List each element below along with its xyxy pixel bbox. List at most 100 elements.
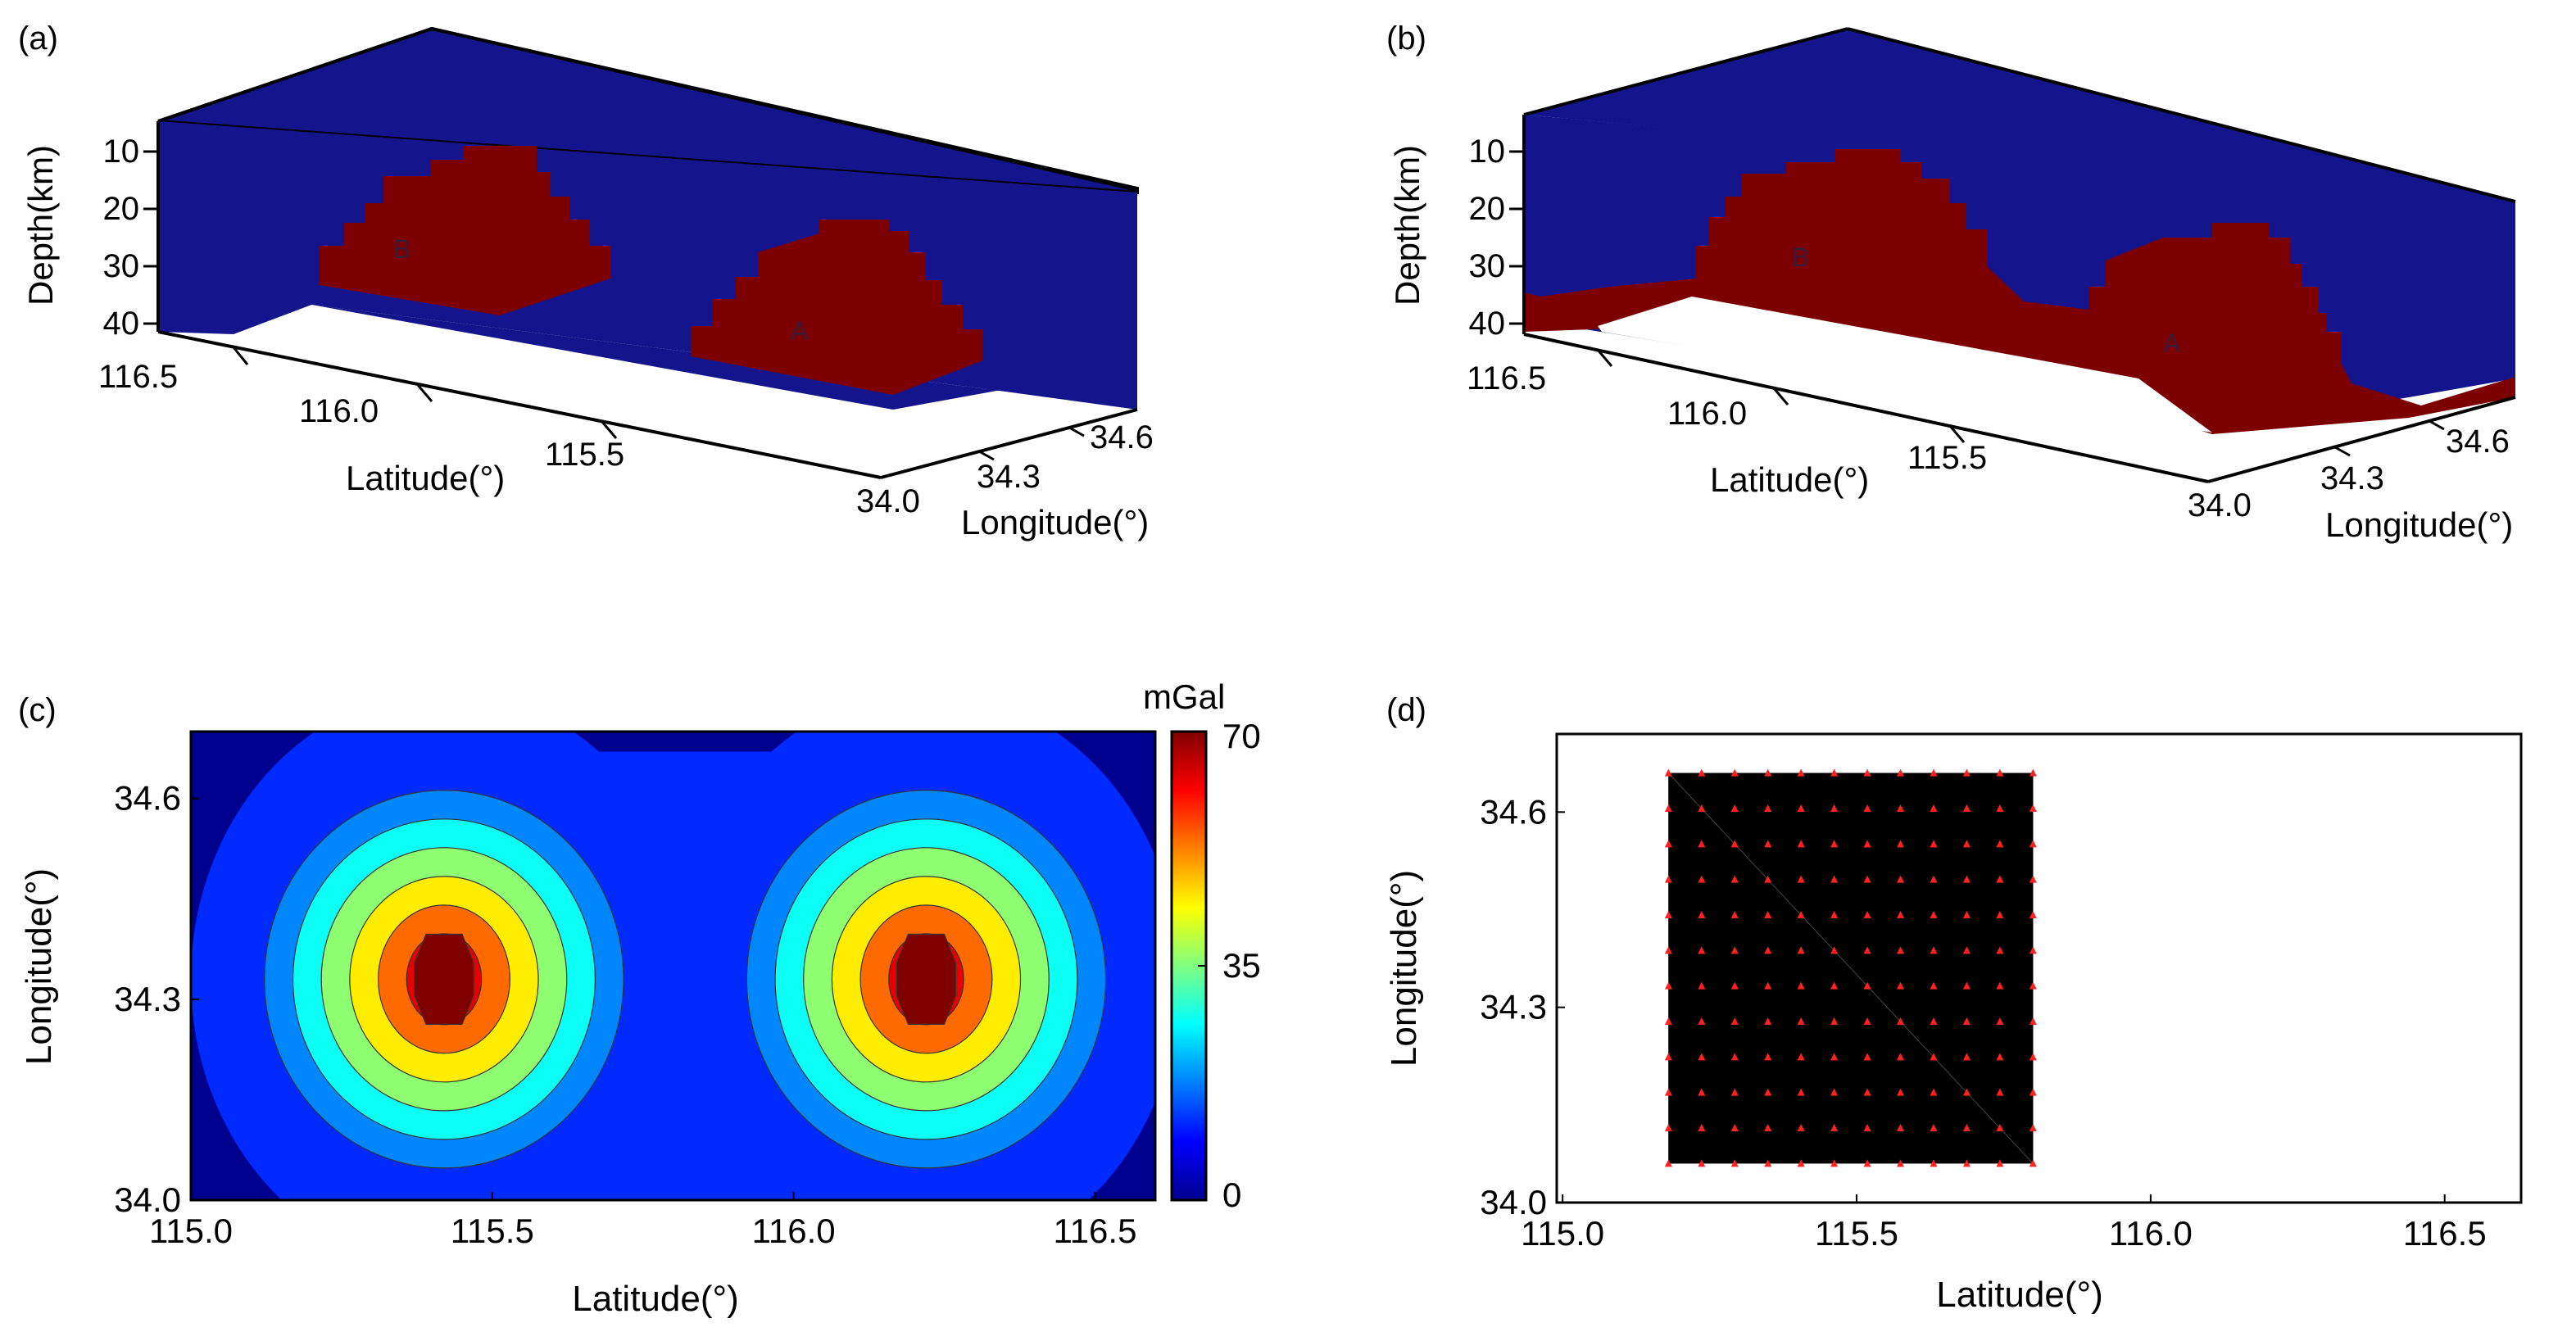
panel-d-station	[1897, 840, 1905, 848]
panel-b-top-edge	[1523, 27, 1848, 116]
panel-d-station	[1897, 1017, 1905, 1025]
panel-d-station	[1764, 804, 1772, 812]
panel-d-station	[2029, 1159, 2037, 1167]
panel-d-station	[1797, 1124, 1805, 1131]
panel-b-depth-tick-10: 10	[1469, 134, 1506, 170]
panel-a-lat-tick-1165	[232, 347, 249, 365]
panel-d-station	[1664, 911, 1672, 918]
panel-d-station	[1830, 981, 1839, 990]
panel-d-station	[1897, 804, 1905, 812]
panel-b-depth-tick-30: 30	[1469, 248, 1506, 284]
panel-d-station	[2029, 804, 2037, 812]
panel-d-station	[1730, 875, 1739, 883]
panel-d-station	[1797, 804, 1805, 812]
panel-d-y-ticks: 34.0 34.3 34.6	[1480, 792, 1565, 1221]
panel-d-station	[1962, 875, 1971, 883]
panel-d-station	[1698, 981, 1706, 990]
panel-b-top-face	[1524, 29, 2515, 205]
panel-d-station	[1664, 1088, 1672, 1096]
panel-d-station	[1797, 981, 1805, 990]
panel-d-station	[1930, 875, 1938, 883]
panel-c-x-ticks: 115.0 115.5 116.0 116.5	[149, 1192, 1136, 1250]
panel-a: (a) B A 10 20 30 40 Depth(km) 116.5	[18, 20, 1154, 541]
panel-d-station	[2029, 875, 2037, 883]
panel-d-station	[1664, 1053, 1672, 1061]
panel-c-frame	[189, 730, 1157, 1202]
panel-d-station	[2029, 1017, 2037, 1025]
panel-b-lat-tick-1155	[1948, 425, 1966, 443]
panel-d-station	[1730, 1088, 1739, 1096]
panel-d-station	[1830, 768, 1839, 777]
panel-d-station	[1996, 1088, 2004, 1096]
panel-b-lon-tick-346	[2429, 419, 2445, 431]
panel-b-lat-tick-label-1165: 116.5	[1467, 360, 1546, 396]
panel-d-station	[1830, 1053, 1839, 1061]
panel-d-station	[1730, 946, 1739, 954]
panel-b-depth-ticks: 10 20 30 40	[1469, 134, 1524, 342]
panel-d-station	[1962, 981, 1971, 990]
panel-b-top-edge-2	[1847, 27, 2516, 203]
panel-a-depth-label: Depth(km)	[21, 145, 60, 306]
panel-d-station	[1698, 946, 1706, 954]
panel-d-xtick-label: 116.0	[2109, 1214, 2193, 1253]
panel-d-station	[1996, 1159, 2004, 1167]
panel-d-station	[2029, 1053, 2037, 1061]
panel-d-station	[1897, 946, 1905, 954]
panel-a-left-blue-strip	[158, 303, 311, 334]
panel-d-station	[1664, 804, 1672, 812]
panel-d-station	[1698, 1124, 1706, 1131]
panel-d-station	[1930, 981, 1938, 990]
panel-a-lon-tick-343	[978, 450, 995, 461]
panel-d-station	[1962, 768, 1971, 777]
panel-d-station	[1863, 768, 1871, 777]
panel-d-mesh	[1668, 772, 2034, 1164]
panel-c-plot-area	[191, 732, 1155, 1200]
panel-d-station	[1730, 1017, 1739, 1025]
panel-d-station	[2029, 946, 2037, 954]
panel-b-depth-label: Depth(km)	[1388, 145, 1426, 306]
panel-d-station	[1897, 1053, 1905, 1061]
panel-d-station	[1930, 911, 1938, 918]
panel-d-stations	[1664, 768, 2037, 1167]
panel-d-station	[1764, 981, 1772, 990]
panel-d-station	[1730, 1159, 1739, 1167]
panel-d-station	[1930, 1017, 1938, 1025]
panel-d-station	[1897, 1124, 1905, 1131]
panel-c-peak-1	[896, 933, 957, 1025]
panel-b-lat-tick-1165	[1596, 349, 1613, 367]
panel-d-station	[1930, 1088, 1938, 1096]
panel-d-station	[1962, 911, 1971, 918]
panel-c-colorbar-unit: mGal	[1143, 677, 1225, 716]
panel-d-ytick-label: 34.6	[1480, 792, 1547, 831]
panel-d-station	[1930, 804, 1938, 812]
panel-d-station	[1797, 911, 1805, 918]
panel-c: (c) 115.0 115.5 116.0 116.5 34.0 34.3 34.6 La…	[18, 677, 1261, 1319]
panel-a-depth-tick-40: 40	[103, 306, 140, 342]
panel-a-depth-tick-10: 10	[103, 134, 140, 170]
panel-a-body-a	[691, 220, 983, 395]
panel-d-station	[1996, 768, 2004, 777]
panel-d-station	[1830, 1159, 1839, 1167]
panel-c-cbtick-label: 0	[1222, 1176, 1241, 1214]
panel-d-xlabel: Latitude(°)	[1936, 1275, 2102, 1315]
panel-d-ytick-label: 34.3	[1480, 988, 1547, 1026]
panel-d-station	[1698, 768, 1706, 777]
panel-d-station	[1863, 1088, 1871, 1096]
panel-c-y-ticks: 34.0 34.3 34.6	[114, 779, 199, 1219]
panel-d-station	[1698, 1053, 1706, 1061]
panel-c-xtick-label: 116.0	[752, 1212, 836, 1250]
panel-d-station	[1863, 981, 1871, 990]
panel-d-station	[1830, 804, 1839, 812]
panel-a-lon-tick-label-340: 34.0	[856, 483, 920, 519]
panel-d-station	[1698, 1159, 1706, 1167]
panel-d-station	[1830, 946, 1839, 954]
panel-a-lat-tick-label-1160: 116.0	[299, 393, 379, 429]
panel-d-station	[1863, 1017, 1871, 1025]
panel-d-station	[1962, 1017, 1971, 1025]
panel-a-lat-tick-1160	[416, 384, 433, 402]
panel-d-station	[1996, 946, 2004, 954]
panel-d-station	[1698, 1017, 1706, 1025]
panel-a-lat-axis	[157, 330, 882, 479]
panel-b-body-a-label: A	[2163, 328, 2181, 358]
panel-b: (b) B A 10 20 30 40 Depth(km) 116.5 116.…	[1386, 20, 2516, 544]
